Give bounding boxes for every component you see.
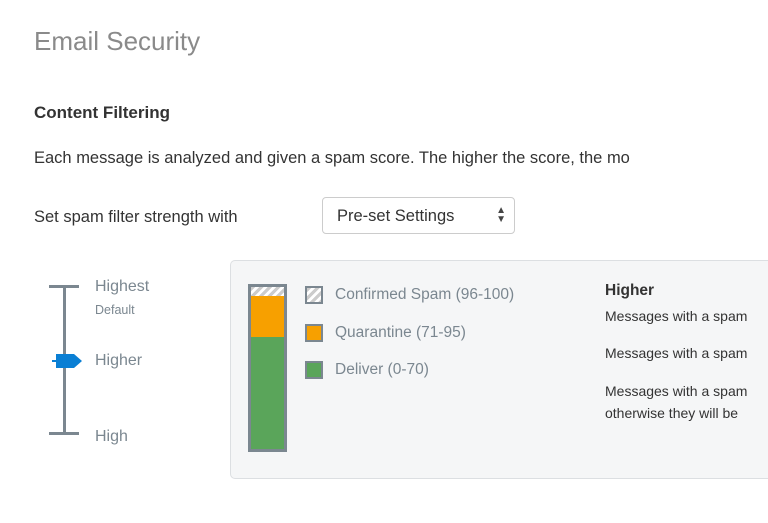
legend-quarantine: Quarantine (71-95): [335, 324, 466, 341]
select-arrows-icon: ▲ ▼: [496, 205, 506, 225]
details-line: Messages with a spam: [605, 345, 748, 361]
slider-label-high[interactable]: High: [95, 428, 128, 445]
legend-confirmed-spam: Confirmed Spam (96-100): [335, 286, 515, 303]
details-line: otherwise they will be: [605, 405, 739, 421]
details-line: Messages with a spam: [605, 308, 748, 324]
swatch-quarantine: [305, 324, 323, 342]
slider-handle[interactable]: [52, 352, 84, 370]
slider-tick-high: [49, 432, 79, 435]
swatch-confirmed-spam: [305, 286, 323, 304]
legend-deliver: Deliver (0-70): [335, 361, 429, 378]
section-description: Each message is analyzed and given a spa…: [34, 149, 630, 167]
details-line: Messages with a spam: [605, 383, 748, 399]
score-bar: [248, 284, 287, 452]
strength-label: Set spam filter strength with: [34, 208, 238, 226]
select-value: Pre-set Settings: [337, 207, 455, 225]
default-note: Default: [95, 303, 135, 317]
bar-confirmed-spam: [251, 287, 284, 296]
preset-select[interactable]: Pre-set Settings ▲ ▼: [322, 197, 515, 234]
slider-label-higher[interactable]: Higher: [95, 352, 143, 369]
details-heading: Higher: [605, 282, 655, 299]
swatch-deliver: [305, 361, 323, 379]
slider-tick-highest: [49, 285, 79, 288]
bar-quarantine: [251, 296, 284, 337]
section-title: Content Filtering: [34, 103, 170, 122]
slider-label-highest[interactable]: Highest: [95, 278, 150, 295]
page-title: Email Security: [34, 26, 201, 56]
